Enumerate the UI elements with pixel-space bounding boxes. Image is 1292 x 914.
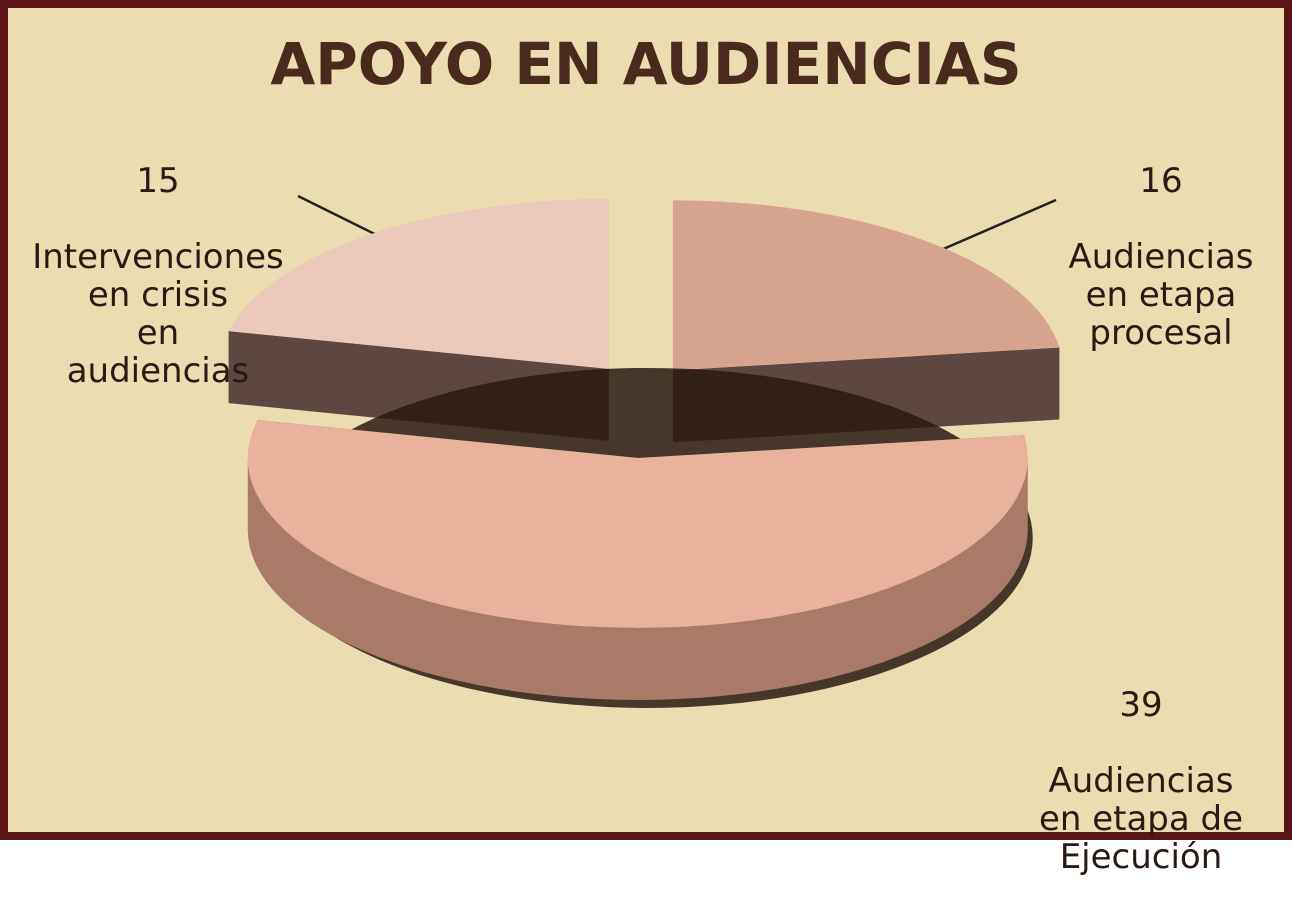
slice-wall [247, 457, 1028, 700]
slice-top [672, 200, 1060, 371]
slice-top [247, 420, 1028, 628]
category-label: Intervenciones en crisis en audiencias [32, 237, 284, 391]
value-label: 16 [1139, 161, 1183, 201]
chart-title: APOYO EN AUDIENCIAS [270, 30, 1022, 98]
category-label: Audiencias en etapa de Ejecución [1038, 761, 1244, 877]
slice [247, 367, 1033, 708]
category-label: Audiencias en etapa procesal [1068, 237, 1254, 353]
slice-label: 39 Audiencias en etapa de Ejecución [991, 648, 1291, 914]
value-label: 15 [136, 161, 180, 201]
slice-label: 15 Intervenciones en crisis en audiencia… [8, 124, 308, 428]
slice-label: 16 Audiencias en etapa procesal [1011, 124, 1292, 390]
slice-top [228, 198, 609, 369]
chart: APOYO EN AUDIENCIAS 15 Intervenciones en… [0, 0, 1292, 876]
value-label: 39 [1119, 685, 1163, 725]
pie-area [228, 194, 1060, 708]
